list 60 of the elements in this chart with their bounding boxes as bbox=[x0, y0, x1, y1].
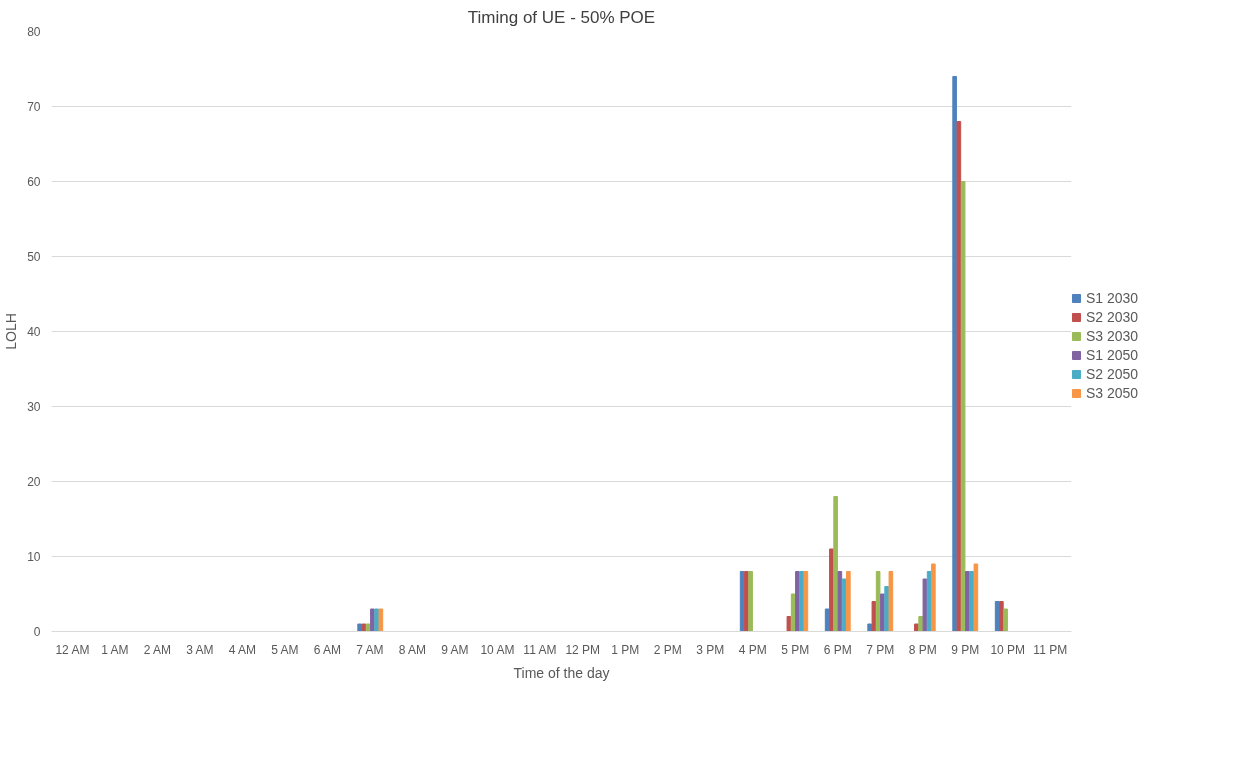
x-tick-label: 8 PM bbox=[908, 642, 937, 657]
x-tick-label: 5 PM bbox=[781, 642, 810, 657]
bar bbox=[803, 571, 809, 632]
bar bbox=[833, 496, 838, 632]
bar bbox=[956, 121, 962, 632]
bar bbox=[361, 623, 367, 632]
y-tick-label: 0 bbox=[33, 625, 41, 639]
y-tick-label: 40 bbox=[27, 325, 41, 339]
bar bbox=[871, 601, 877, 632]
bar bbox=[378, 608, 384, 632]
x-tick-label: 4 PM bbox=[738, 642, 767, 657]
bar bbox=[786, 616, 792, 632]
legend-label: S3 2030 bbox=[1086, 328, 1139, 344]
bar bbox=[875, 571, 881, 632]
bar bbox=[999, 601, 1004, 632]
x-tick-label: 10 AM bbox=[480, 642, 515, 657]
x-tick-label: 9 PM bbox=[951, 642, 980, 657]
bar bbox=[888, 571, 894, 632]
chart-title: Timing of UE - 50% POE bbox=[467, 7, 656, 27]
y-axis-title: LOLH bbox=[3, 313, 20, 350]
x-tick-label: 4 AM bbox=[228, 642, 257, 657]
legend-label: S3 2050 bbox=[1086, 385, 1139, 401]
x-tick-label: 12 PM bbox=[565, 642, 601, 657]
x-tick-label: 11 PM bbox=[1033, 642, 1068, 657]
bar bbox=[922, 578, 928, 632]
x-tick-label: 5 AM bbox=[271, 642, 299, 657]
y-tick-label: 50 bbox=[27, 250, 41, 264]
x-tick-label: 1 PM bbox=[611, 642, 640, 657]
x-tick-label: 3 AM bbox=[186, 642, 214, 657]
y-tick-label: 10 bbox=[27, 550, 41, 564]
x-tick-label: 2 AM bbox=[143, 642, 172, 657]
x-tick-label: 2 PM bbox=[653, 642, 682, 657]
x-axis-title: Time of the day bbox=[513, 664, 610, 681]
x-tick-label: 1 AM bbox=[101, 642, 129, 657]
bar bbox=[1003, 608, 1008, 632]
bar bbox=[837, 571, 843, 632]
x-tick-label: 6 PM bbox=[823, 642, 852, 657]
x-tick-label: 3 PM bbox=[696, 642, 725, 657]
legend-label: S2 2030 bbox=[1086, 309, 1139, 325]
x-tick-label: 12 AM bbox=[55, 642, 90, 657]
bar bbox=[960, 181, 966, 632]
x-tick-label: 10 PM bbox=[990, 642, 1026, 657]
x-tick-label: 9 AM bbox=[441, 642, 469, 657]
legend-label: S1 2030 bbox=[1086, 290, 1139, 306]
y-tick-label: 20 bbox=[27, 475, 41, 489]
y-tick-label: 70 bbox=[27, 100, 41, 114]
bar bbox=[973, 563, 979, 632]
x-tick-label: 8 AM bbox=[398, 642, 427, 657]
y-tick-label: 60 bbox=[27, 175, 41, 189]
x-tick-label: 6 AM bbox=[313, 642, 342, 657]
x-tick-label: 11 AM bbox=[523, 642, 557, 657]
x-tick-label: 7 AM bbox=[356, 642, 384, 657]
y-tick-label: 80 bbox=[27, 25, 41, 39]
bar bbox=[846, 571, 851, 632]
legend-label: S2 2050 bbox=[1086, 366, 1139, 382]
x-tick-label: 7 PM bbox=[866, 642, 895, 657]
bar bbox=[931, 563, 936, 632]
y-tick-label: 30 bbox=[27, 400, 41, 414]
bar bbox=[748, 571, 753, 632]
legend-label: S1 2050 bbox=[1086, 347, 1139, 363]
